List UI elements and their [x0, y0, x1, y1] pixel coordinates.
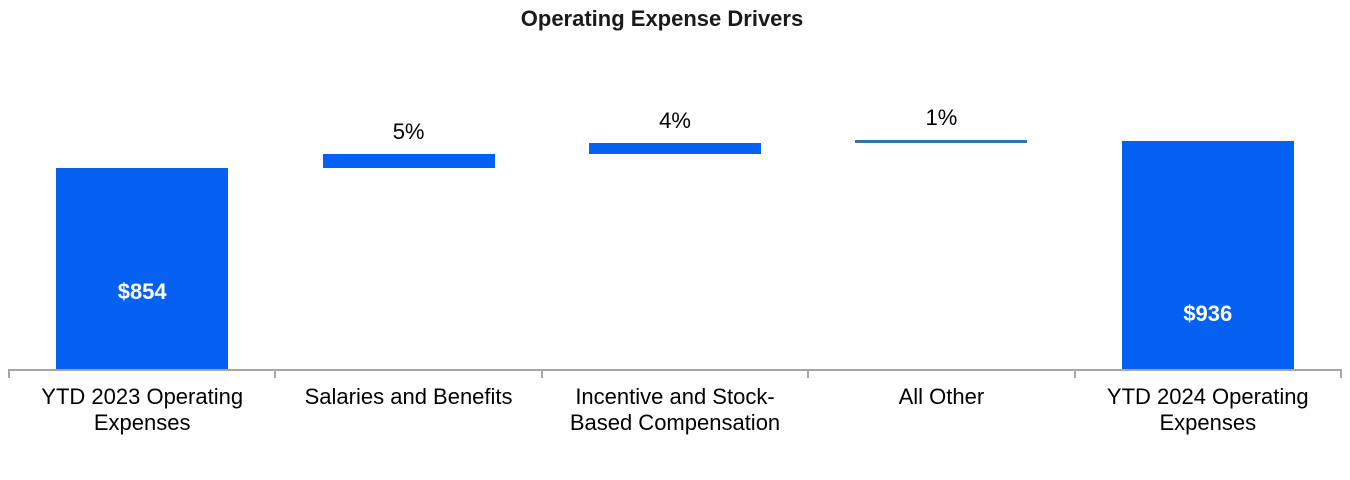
- x-axis-tick: [274, 369, 277, 378]
- category-label-3: Incentive and Stock- Based Compensation: [542, 384, 808, 436]
- category-label-4: All Other: [808, 384, 1074, 410]
- category-label-line: All Other: [898, 384, 985, 409]
- category-label-line: Salaries and Benefits: [304, 384, 513, 409]
- category-label-5: YTD 2024 Operating Expenses: [1075, 384, 1341, 436]
- category-label-1: YTD 2023 Operating Expenses: [9, 384, 275, 436]
- x-axis-tick: [540, 369, 543, 378]
- category-label-line: YTD 2024 Operating: [1106, 384, 1309, 409]
- category-label-line: YTD 2023 Operating: [41, 384, 244, 409]
- bar-increase-3: [589, 143, 761, 155]
- x-axis-tick: [8, 369, 10, 378]
- data-label-3: 4%: [659, 108, 691, 134]
- category-label-line: Expenses: [1159, 410, 1257, 435]
- category-label-line: Incentive and Stock-: [575, 384, 775, 409]
- x-axis-tick: [1340, 369, 1342, 378]
- data-label-1: $854: [117, 278, 167, 304]
- data-label-2: 5%: [392, 119, 425, 145]
- category-label-2: Salaries and Benefits: [275, 384, 541, 410]
- x-axis-tick: [1073, 369, 1076, 378]
- category-label-line: Based Compensation: [569, 410, 781, 435]
- bar-increase-4: [855, 140, 1028, 144]
- x-axis-line: [9, 369, 1341, 371]
- category-label-line: Expenses: [93, 410, 191, 435]
- data-label-4: 1%: [925, 105, 958, 131]
- data-label-5: $936: [1183, 301, 1233, 327]
- bar-total-1: [56, 167, 229, 369]
- chart-title: Operating Expense Drivers: [520, 6, 804, 31]
- bar-total-5: [1121, 141, 1294, 369]
- x-axis-tick: [807, 369, 810, 378]
- bar-increase-2: [322, 154, 495, 168]
